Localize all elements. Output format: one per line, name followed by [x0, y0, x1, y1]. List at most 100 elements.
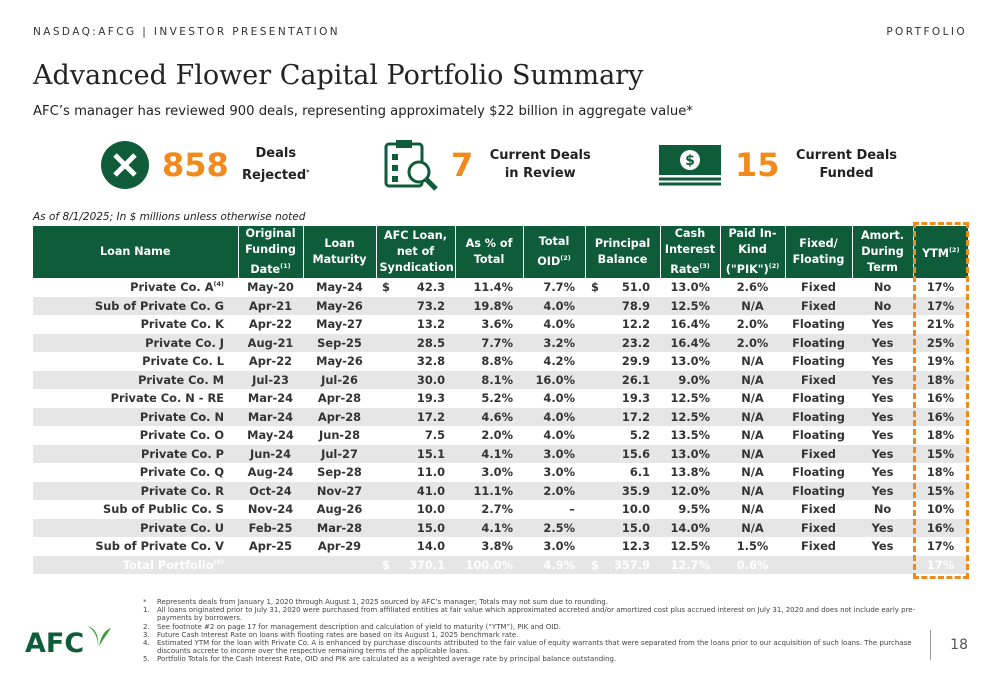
cell-text: 15.6 — [621, 446, 650, 461]
column-header: AFC Loan, net of Syndication — [375, 226, 455, 278]
cell-text: 15% — [926, 446, 955, 461]
table-cell: Fixed — [785, 444, 852, 463]
footnote: 2. See footnote #2 on page 17 for managem… — [143, 623, 928, 631]
table-cell: 3.2% — [523, 333, 585, 352]
cell-text: Private Co. L — [142, 354, 224, 369]
table-cell: N/A — [720, 518, 785, 537]
cell-text: 3.6% — [481, 317, 513, 332]
table-cell: Apr-21 — [238, 296, 303, 315]
cell-text: 13.2 — [416, 317, 445, 332]
column-header: Principal Balance — [584, 226, 660, 278]
cell-text: Yes — [871, 483, 894, 498]
table-cell: Jun-24 — [238, 444, 303, 463]
cell-text: Fixed — [801, 502, 836, 517]
cell-text: Apr-22 — [248, 317, 293, 332]
logo-text: AFC — [25, 628, 85, 659]
cell-text: Yes — [871, 428, 894, 443]
cell-text: No — [873, 280, 892, 295]
table-cell: 19.3 — [585, 389, 660, 408]
table-cell: 13.8% — [660, 463, 720, 482]
cell-text: Jun-24 — [249, 446, 292, 461]
column-header: Loan Maturity — [302, 226, 376, 278]
cell-text: 5.2 — [629, 428, 650, 443]
table-cell: 4.0% — [523, 296, 585, 315]
table-cell: Nov-27 — [303, 481, 376, 500]
table-cell: Yes — [852, 518, 913, 537]
cell-text: 12.5% — [670, 409, 710, 424]
table-cell: 2.6% — [720, 278, 785, 297]
table-cell: Floating — [785, 426, 852, 445]
table-cell: 2.0% — [455, 426, 523, 445]
table-cell: 14.0 — [376, 537, 455, 556]
cell-text: Yes — [871, 446, 894, 461]
cell-text: Apr-25 — [248, 539, 293, 554]
table-cell: Yes — [852, 481, 913, 500]
table-cell: 4.1% — [455, 518, 523, 537]
table-cell: N/A — [720, 426, 785, 445]
cell-text: N/A — [741, 502, 764, 517]
currency: $ — [591, 557, 599, 572]
table-cell: Private Co. N - RE — [33, 389, 238, 408]
cell-text: 12.0% — [670, 483, 710, 498]
table-cell: 2.0% — [523, 481, 585, 500]
cell-text: 13.8% — [670, 465, 710, 480]
table-cell: Fixed — [785, 296, 852, 315]
table-cell: Fixed — [785, 500, 852, 519]
table-cell: Yes — [852, 407, 913, 426]
cell-text: Apr-28 — [317, 409, 362, 424]
cell-text: Apr-29 — [317, 539, 362, 554]
cell-text: 12.2 — [621, 317, 650, 332]
cell-text: Fixed/ Floating — [792, 237, 845, 266]
total-cell: 100.0% — [455, 555, 523, 574]
cell-text: 4.0% — [543, 428, 575, 443]
currency: $ — [591, 280, 599, 295]
cell-text: – — [569, 502, 575, 517]
header-right: PORTFOLIO — [886, 26, 967, 38]
cell-text: 3.0% — [543, 446, 575, 461]
table-cell: 2.0% — [720, 333, 785, 352]
table-cell: 78.9 — [585, 296, 660, 315]
cell-text: Private Co. O — [139, 428, 224, 443]
table-cell: 11.1% — [455, 481, 523, 500]
table-cell: Private Co. J — [33, 333, 238, 352]
table-cell: Sep-25 — [303, 333, 376, 352]
table-cell: Apr-22 — [238, 352, 303, 371]
table-cell: 2.7% — [455, 500, 523, 519]
cell-text: 0.6% — [736, 557, 769, 572]
table-cell: 4.0% — [523, 426, 585, 445]
table-cell: 11.0 — [376, 463, 455, 482]
table-cell: 12.3 — [585, 537, 660, 556]
table-row: Private Co. Q Aug-24 Sep-28 11.0 3.0% 3.0% 6.1… — [33, 463, 968, 482]
total-cell — [303, 555, 376, 574]
cell-text: 2.0% — [543, 483, 575, 498]
footnote: 1. All loans originated prior to July 31,… — [143, 606, 928, 622]
table-cell: 16% — [913, 389, 968, 408]
footnote: 5. Portfolio Totals for the Cash Interest… — [143, 655, 928, 663]
table-cell: 10% — [913, 500, 968, 519]
table-cell: 21% — [913, 315, 968, 334]
cell-text: 13.0% — [670, 446, 710, 461]
cell-text: N/A — [741, 428, 764, 443]
table-cell: 13.0% — [660, 278, 720, 297]
total-cell: 0.6% — [720, 555, 785, 574]
cell-text: 4.0% — [543, 391, 575, 406]
table-cell: 12.5% — [660, 389, 720, 408]
cell-text: 3.0% — [543, 465, 575, 480]
superscript: (2) — [560, 254, 571, 262]
cell-text: May-27 — [316, 317, 363, 332]
footnote-marker: 3. — [143, 630, 150, 639]
table-cell: 5.2% — [455, 389, 523, 408]
cell-text: Yes — [871, 372, 894, 387]
table-cell: N/A — [720, 296, 785, 315]
cell-text: Floating — [792, 483, 845, 498]
table-cell: 7.7% — [523, 278, 585, 297]
table-cell: Yes — [852, 426, 913, 445]
table-cell: N/A — [720, 370, 785, 389]
cell-text: AFC Loan, net of Syndication — [379, 229, 454, 274]
cell-text: 15.0 — [416, 520, 445, 535]
cell-text: 4.0% — [543, 317, 575, 332]
table-cell: 16% — [913, 518, 968, 537]
cell-text: 21% — [926, 317, 955, 332]
cell-text: Jul-26 — [321, 372, 358, 387]
table-cell: $51.0 — [585, 278, 660, 297]
